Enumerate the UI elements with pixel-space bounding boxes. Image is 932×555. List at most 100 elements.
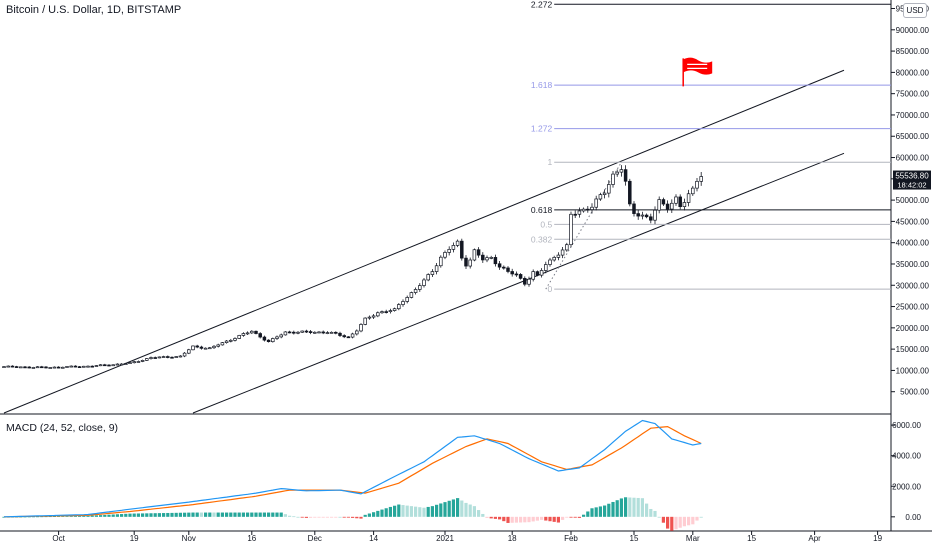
macd-histogram-bar	[246, 512, 250, 517]
macd-histogram-bar	[645, 503, 649, 517]
candle-body	[392, 308, 397, 311]
price-tick-label: 70000.00	[896, 111, 930, 120]
macd-histogram-bar	[519, 516, 523, 523]
candle-body	[132, 361, 136, 364]
macd-histogram-bar	[670, 516, 674, 531]
price-tick-label: 5000.00	[900, 388, 929, 397]
candle-body	[434, 265, 439, 272]
candle-body	[187, 349, 191, 354]
macd-histogram-bar	[422, 507, 426, 517]
candle-body	[94, 365, 99, 367]
candle-body	[695, 180, 699, 189]
candle-body	[203, 347, 208, 350]
candle-body	[539, 270, 544, 276]
candle-body	[653, 209, 657, 221]
candle-body	[308, 331, 313, 333]
macd-histogram-bar	[120, 514, 124, 517]
macd-histogram-bar	[65, 516, 69, 517]
candle-body	[10, 365, 15, 368]
candle-body	[65, 366, 69, 368]
macd-histogram-bar	[460, 500, 464, 517]
price-tick-label: 45000.00	[896, 217, 930, 226]
candle-body	[556, 254, 561, 258]
candle-body	[371, 315, 376, 318]
candle-body	[476, 249, 481, 256]
candle-body	[640, 214, 645, 217]
fib-level-label: 0.618	[531, 205, 553, 215]
macd-histogram-bar	[132, 513, 136, 517]
candle-body	[77, 366, 82, 369]
candle-body	[98, 364, 103, 367]
candle-body	[23, 366, 27, 369]
candle-body	[657, 199, 661, 211]
candle-body	[682, 202, 687, 207]
time-tick-label: Nov	[182, 534, 196, 543]
macd-histogram-bar	[514, 516, 518, 523]
candle-body	[145, 358, 149, 361]
time-tick-label: Apr	[808, 534, 821, 543]
time-tick-label: 15	[747, 534, 756, 543]
macd-histogram-bar	[166, 512, 170, 517]
price-tick-label: 75000.00	[896, 90, 930, 99]
macd-histogram-bar	[435, 504, 439, 517]
candle-body	[174, 356, 178, 358]
candle-body	[686, 193, 691, 203]
price-badge	[893, 170, 931, 190]
macd-histogram-bar	[313, 516, 317, 518]
candle-body	[250, 330, 254, 334]
candle-body	[2, 366, 6, 368]
macd-histogram-bar	[699, 516, 703, 518]
candle-body	[670, 202, 674, 210]
candle-body	[317, 331, 321, 334]
macd-histogram-bar	[678, 516, 682, 528]
macd-indicator-label[interactable]: MACD (24, 52, close, 9)	[6, 422, 119, 434]
candle-body	[128, 362, 132, 364]
candle-body	[531, 271, 535, 280]
candle-body	[506, 267, 510, 272]
macd-histogram-bar	[334, 516, 338, 518]
macd-histogram-bar	[355, 516, 359, 519]
candle-body	[384, 311, 388, 313]
macd-histogram-bar	[468, 504, 472, 517]
macd-histogram-bar	[321, 516, 325, 518]
macd-histogram-bar	[447, 500, 451, 517]
macd-histogram-bar	[296, 516, 300, 518]
time-tick-label: Oct	[52, 534, 65, 543]
candle-body	[548, 259, 552, 265]
macd-histogram-bar	[359, 516, 363, 519]
macd-histogram-bar	[372, 512, 376, 517]
candle-body	[119, 363, 124, 366]
candle-body	[279, 334, 283, 338]
candle-body	[493, 257, 498, 265]
price-tick-label: 80000.00	[896, 68, 930, 77]
candle-body	[166, 356, 170, 358]
macd-histogram-bar	[586, 511, 590, 517]
channel-lower-line	[192, 152, 845, 414]
macd-histogram-bar	[556, 516, 560, 523]
candle-body	[497, 263, 502, 268]
candle-body	[607, 184, 611, 194]
candle-body	[199, 346, 204, 349]
macd-histogram-bar	[183, 512, 187, 517]
macd-histogram-bar	[569, 516, 573, 518]
macd-histogram-bar	[695, 516, 699, 521]
macd-histogram-bar	[640, 498, 644, 517]
candle-body	[170, 356, 174, 359]
macd-histogram-bar	[510, 516, 514, 523]
macd-histogram-bar	[292, 516, 296, 518]
macd-histogram-bar	[544, 516, 548, 521]
currency-button[interactable]: USD	[903, 3, 927, 18]
macd-histogram-bar	[535, 516, 539, 521]
macd-histogram-bar	[99, 515, 103, 517]
candle-body	[468, 259, 472, 267]
candle-body	[300, 330, 304, 333]
macd-histogram-bar	[401, 505, 405, 517]
candle-body	[485, 257, 489, 261]
price-tick-label: 60000.00	[896, 154, 930, 163]
macd-signal-line	[4, 425, 702, 518]
macd-histogram-bar	[561, 516, 565, 520]
macd-histogram-bar	[598, 506, 602, 517]
macd-histogram-bar	[82, 515, 86, 517]
macd-histogram-bar	[376, 510, 380, 517]
